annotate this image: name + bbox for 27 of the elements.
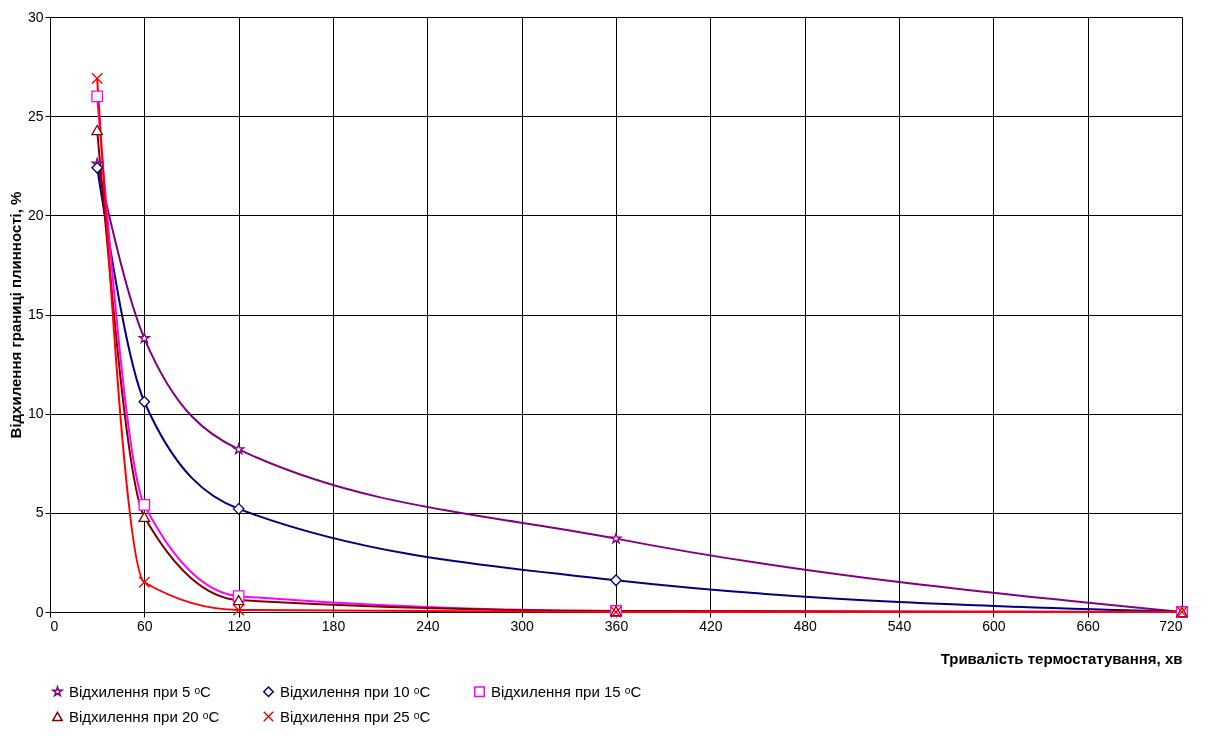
- legend-label: Відхилення при 15 ᵒC: [491, 682, 642, 700]
- x-axis-title: Тривалість термостатування, хв: [940, 649, 1183, 667]
- x-tick-label: 540: [887, 617, 912, 634]
- x-tick-label: 240: [416, 617, 440, 634]
- x-tick-label: 300: [510, 617, 535, 634]
- legend-label: Відхилення при 5 ᵒC: [69, 682, 212, 700]
- x-tick-label: 720: [1159, 617, 1183, 634]
- x-tick-label: 480: [793, 617, 818, 634]
- x-tick-label: 60: [137, 617, 153, 634]
- x-tick-label: 420: [699, 617, 723, 634]
- y-tick-label: 30: [27, 8, 44, 25]
- y-tick-label: 20: [27, 206, 44, 223]
- x-tick-label: 360: [604, 617, 629, 634]
- y-tick-label: 25: [27, 107, 44, 124]
- y-tick-label: 0: [35, 603, 44, 620]
- y-tick-label: 5: [35, 504, 44, 521]
- y-tick-label: 15: [27, 306, 44, 322]
- legend-label: Відхилення при 25 ᵒC: [280, 707, 431, 725]
- x-tick-label: 120: [227, 617, 252, 634]
- x-tick-label: 600: [982, 617, 1006, 634]
- x-tick-label: 660: [1076, 617, 1101, 634]
- y-axis-title: Відхилення границі плинності, %: [6, 191, 24, 439]
- x-tick-label: 0: [50, 617, 59, 634]
- y-tick-label: 10: [27, 405, 44, 422]
- x-tick-label: 180: [321, 617, 346, 634]
- legend-label: Відхилення при 20 ᵒC: [69, 707, 220, 725]
- legend-label: Відхилення при 10 ᵒC: [280, 682, 431, 700]
